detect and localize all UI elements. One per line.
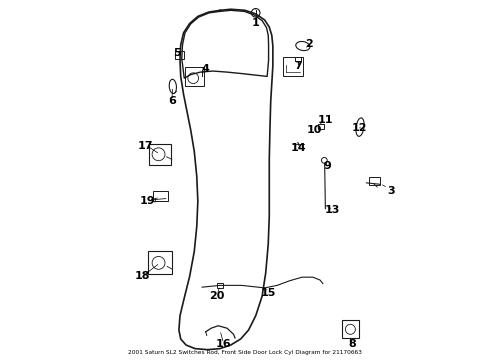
Text: 13: 13: [325, 205, 340, 215]
Text: 4: 4: [202, 64, 210, 74]
Bar: [149, 144, 171, 165]
Bar: [185, 67, 203, 86]
Bar: [318, 124, 324, 129]
Bar: [283, 57, 303, 76]
Bar: [342, 320, 359, 338]
Text: 18: 18: [135, 271, 150, 282]
Text: 9: 9: [323, 161, 331, 171]
Text: 17: 17: [137, 141, 153, 151]
Text: 16: 16: [216, 339, 231, 349]
Text: 10: 10: [307, 125, 322, 135]
Text: 2: 2: [305, 39, 313, 49]
Text: 5: 5: [173, 48, 181, 58]
Text: 6: 6: [168, 96, 176, 107]
Bar: [153, 191, 168, 202]
Text: 11: 11: [318, 115, 333, 125]
Text: 1: 1: [252, 18, 260, 28]
Text: 3: 3: [388, 186, 395, 196]
Text: 20: 20: [209, 291, 224, 301]
Text: 2001 Saturn SL2 Switches Rod, Front Side Door Lock Cyl Diagram for 21170663: 2001 Saturn SL2 Switches Rod, Front Side…: [128, 350, 362, 355]
Text: 7: 7: [294, 61, 302, 71]
Bar: [148, 251, 172, 274]
Text: 14: 14: [291, 143, 306, 153]
Bar: [217, 283, 223, 288]
Text: 19: 19: [140, 197, 156, 206]
Text: 8: 8: [348, 339, 356, 349]
Bar: [369, 177, 380, 185]
Text: 15: 15: [261, 288, 276, 297]
Bar: [295, 57, 301, 62]
Text: 12: 12: [351, 123, 367, 133]
Bar: [175, 51, 184, 59]
